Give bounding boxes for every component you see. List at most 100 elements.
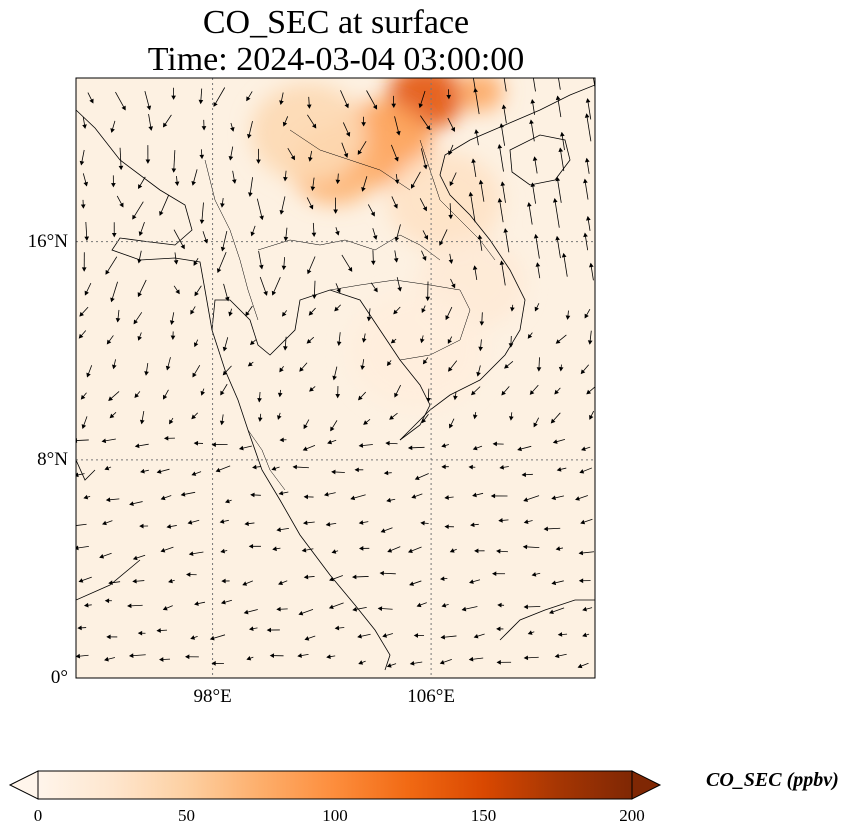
- wind-arrow-head: [523, 497, 529, 502]
- lat-tick-label: 16°N: [27, 230, 68, 252]
- wind-arrow-head: [324, 491, 329, 497]
- wind-arrow-head: [586, 215, 591, 221]
- wind-arrow-shaft: [556, 236, 561, 259]
- co-plume-4: [457, 78, 504, 112]
- wind-arrow-head: [422, 359, 428, 365]
- wind-arrow-head: [394, 392, 399, 398]
- wind-arrow-head: [111, 183, 116, 188]
- wind-arrow-head: [529, 119, 534, 125]
- wind-arrow-head: [252, 464, 257, 470]
- wind-arrow-head: [530, 99, 536, 104]
- wind-arrow-shaft: [76, 523, 87, 526]
- wind-arrow-head: [104, 656, 109, 662]
- wind-arrow-head: [543, 526, 548, 532]
- wind-arrow-head: [132, 578, 137, 584]
- wind-arrow-head: [137, 335, 142, 341]
- wind-arrow-head: [451, 283, 456, 289]
- wind-arrow-shaft: [554, 198, 560, 228]
- wind-arrow-head: [219, 519, 225, 524]
- wind-arrow-head: [160, 548, 166, 553]
- colorbar-title: CO_SEC (ppbv): [706, 769, 839, 791]
- wind-arrow-head: [89, 98, 94, 104]
- wind-arrow-head: [504, 364, 509, 369]
- wind-arrow-head: [332, 375, 337, 381]
- wind-arrow-head: [582, 606, 587, 612]
- wind-arrow-head: [219, 420, 225, 426]
- wind-arrow-head: [555, 95, 561, 101]
- wind-arrow-head: [557, 632, 563, 637]
- colorbar-tick-label: 200: [619, 806, 645, 825]
- wind-arrow-head: [377, 606, 383, 611]
- wind-arrow-head: [530, 182, 536, 187]
- wind-arrow-head: [526, 202, 532, 207]
- wind-arrow-head: [279, 210, 285, 215]
- wind-arrow-head: [383, 470, 389, 476]
- wind-arrow-head: [344, 103, 349, 109]
- lon-tick-label: 98°E: [193, 686, 232, 707]
- wind-arrow-head: [363, 420, 369, 425]
- wind-arrow-shaft: [556, 177, 562, 203]
- wind-arrow-head: [389, 415, 395, 420]
- wind-arrow-head: [281, 265, 287, 271]
- colorbar-extend-min: [8, 770, 39, 800]
- wind-arrow-head: [199, 154, 205, 160]
- wind-arrow-shaft: [119, 147, 122, 170]
- wind-arrow-head: [441, 443, 447, 448]
- wind-arrow-head: [373, 287, 378, 293]
- wind-arrow-head: [102, 520, 107, 526]
- wind-arrow-head: [335, 393, 341, 399]
- wind-arrow-head: [77, 625, 82, 631]
- wind-arrow-head: [306, 338, 312, 344]
- wind-arrow-head: [496, 548, 501, 554]
- wind-arrow-head: [292, 464, 297, 470]
- wind-arrow-head: [418, 103, 424, 109]
- wind-arrow-head: [134, 393, 140, 399]
- wind-arrow-head: [531, 572, 537, 577]
- wind-arrow-head: [393, 203, 398, 209]
- wind-arrow-head: [379, 570, 384, 576]
- colorbar-extend-max: [631, 770, 662, 800]
- wind-arrow-head: [221, 578, 226, 584]
- wind-arrow-head: [192, 372, 197, 378]
- wind-arrow-head: [138, 184, 143, 190]
- wind-arrow-head: [312, 294, 317, 300]
- wind-arrow-head: [426, 397, 431, 403]
- wind-arrow-head: [411, 183, 416, 189]
- wind-arrow-head: [420, 520, 425, 526]
- wind-arrow-head: [523, 604, 528, 610]
- wind-arrow-head: [497, 143, 503, 149]
- wind-arrow-shaft: [469, 192, 476, 223]
- wind-arrow-head: [302, 446, 308, 451]
- wind-arrow-head: [477, 234, 483, 240]
- wind-arrow-head: [501, 104, 507, 110]
- wind-arrow-head: [478, 346, 484, 352]
- wind-arrow-head: [162, 122, 168, 128]
- wind-arrow-shaft: [559, 148, 565, 172]
- coastlines-and-borders: [76, 84, 595, 671]
- wind-arrow-shaft: [500, 123, 506, 146]
- wind-arrow-head: [144, 371, 149, 376]
- wind-arrow-head: [166, 524, 172, 529]
- wind-arrow-head: [222, 370, 228, 376]
- wind-arrow-head: [163, 394, 168, 400]
- wind-arrow-head: [407, 548, 413, 553]
- wind-arrow-head: [247, 361, 253, 367]
- wind-arrow-head: [533, 233, 539, 239]
- wind-arrow-head: [119, 202, 124, 208]
- wind-arrow-head: [311, 123, 317, 129]
- wind-arrow-head: [372, 104, 378, 110]
- wind-arrow-head: [510, 307, 515, 312]
- wind-arrow-head: [246, 96, 251, 102]
- wind-arrow-head: [221, 599, 226, 605]
- wind-arrow-head: [533, 422, 538, 428]
- wind-arrow-head: [230, 126, 235, 132]
- wind-arrow-head: [156, 628, 161, 633]
- wind-arrow-head: [105, 269, 110, 275]
- wind-arrow-head: [425, 296, 431, 302]
- wind-arrow-head: [245, 311, 250, 317]
- wind-arrow-head: [448, 259, 454, 264]
- lat-tick-label: 8°N: [37, 448, 68, 470]
- wind-arrow-head: [290, 155, 295, 161]
- wind-arrow-head: [411, 494, 417, 499]
- wind-arrow-head: [303, 424, 308, 430]
